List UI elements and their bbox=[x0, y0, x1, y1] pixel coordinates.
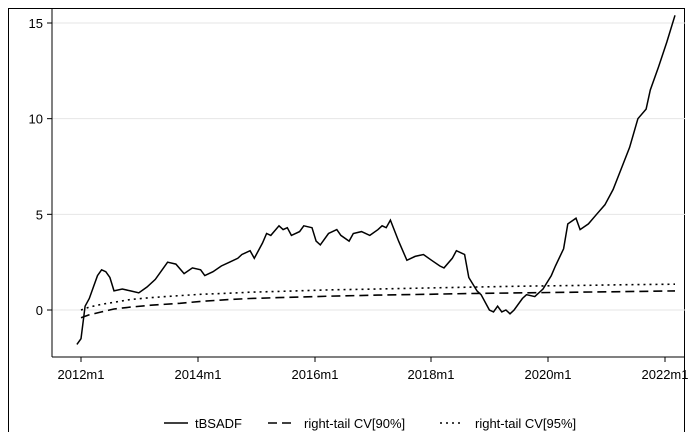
chart-frame bbox=[8, 8, 685, 432]
x-tick-label-2016m1: 2016m1 bbox=[292, 367, 339, 382]
series bbox=[76, 15, 676, 345]
y-tick-label-15: 15 bbox=[29, 16, 43, 31]
x-tick-label-2020m1: 2020m1 bbox=[525, 367, 572, 382]
y-tick-label-5: 5 bbox=[36, 207, 43, 222]
series-line-1 bbox=[80, 290, 676, 319]
legend-label-1: right-tail CV[90%] bbox=[304, 416, 405, 431]
series-line-0 bbox=[76, 15, 676, 345]
x-tick-label-2018m1: 2018m1 bbox=[408, 367, 455, 382]
y-tick-label-10: 10 bbox=[29, 112, 43, 127]
axes bbox=[51, 8, 685, 358]
y-tick-label-0: 0 bbox=[36, 303, 43, 318]
x-tick-label-2012m1: 2012m1 bbox=[58, 367, 105, 382]
legend-label-0: tBSADF bbox=[195, 416, 242, 431]
gridlines bbox=[52, 22, 685, 311]
series-line-2 bbox=[80, 283, 676, 311]
x-tick-label-2022m1: 2022m1 bbox=[642, 367, 689, 382]
y-ticks: 0 5 10 15 bbox=[29, 16, 52, 318]
legend-label-2: right-tail CV[95%] bbox=[475, 416, 576, 431]
x-ticks: 2012m1 2014m1 2016m1 2018m1 2020m1 2022m1 bbox=[58, 357, 689, 382]
legend: tBSADF right-tail CV[90%] right-tail CV[95… bbox=[164, 416, 576, 431]
x-tick-label-2014m1: 2014m1 bbox=[175, 367, 222, 382]
